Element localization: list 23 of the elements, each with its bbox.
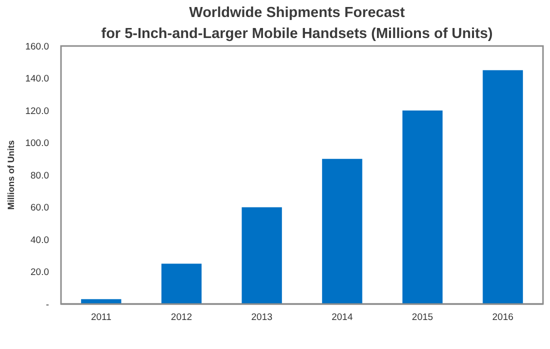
y-axis-title: Millions of Units: [6, 140, 16, 210]
y-tick-label: 140.0: [25, 74, 49, 85]
x-tick-label: 2014: [332, 312, 353, 323]
bar: [322, 158, 362, 304]
chart-title: Worldwide Shipments Forecast for 5-Inch-and-Larger Mobile Handsets (Millions of Units): [101, 5, 493, 42]
x-tick-label: 2012: [170, 312, 192, 323]
bar: [161, 264, 202, 304]
y-tick-label: 80.0: [30, 170, 49, 182]
bar: [81, 299, 122, 304]
y-tick-label: 20.0: [30, 267, 49, 278]
y-tick-label: 160.0: [25, 41, 49, 52]
y-tick-label: 40.0: [30, 234, 49, 246]
x-tick-label: 2011: [90, 312, 112, 323]
x-tick-label: 2013: [251, 312, 272, 323]
bar: [402, 110, 443, 304]
bar: [482, 70, 523, 304]
y-tick-label: 120.0: [25, 106, 49, 117]
x-tick-label: 2016: [492, 312, 514, 323]
bar: [242, 207, 282, 304]
y-tick-label: 60.0: [30, 202, 49, 214]
y-tick-label: -: [46, 299, 49, 310]
x-tick-label: 2015: [412, 312, 434, 323]
y-tick-label: 100.0: [25, 138, 49, 150]
